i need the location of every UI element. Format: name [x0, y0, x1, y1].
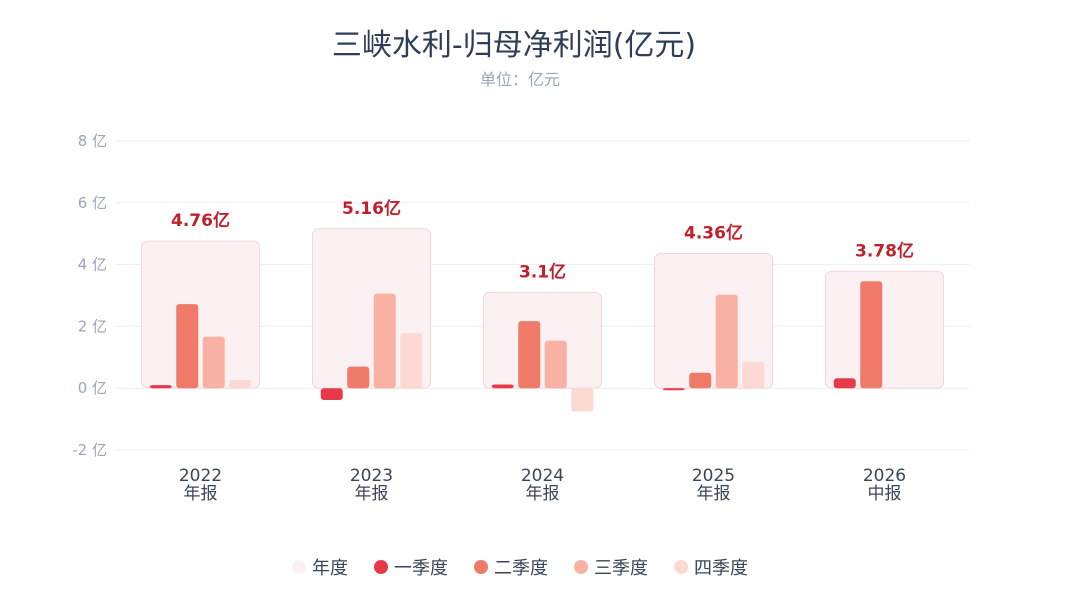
legend-q1-swatch: [374, 560, 388, 574]
x-tick-sublabel: 年报: [697, 484, 731, 504]
x-tick-label: 2023: [350, 466, 393, 486]
quarter-bar-q2: [347, 366, 370, 389]
legend-item-annual[interactable]: 年度: [292, 554, 348, 580]
y-tick-label: 4 亿: [78, 256, 107, 274]
x-tick-sublabel: 年报: [355, 484, 389, 504]
x-tick-label: 2026: [863, 466, 906, 486]
y-tick-label: 2 亿: [78, 317, 107, 335]
legend-item-q4[interactable]: 四季度: [674, 554, 748, 580]
quarter-bar-q1: [662, 388, 685, 391]
quarter-bar-q1: [149, 385, 172, 389]
legend-item-q3[interactable]: 三季度: [574, 554, 648, 580]
annual-total-label: 4.36亿: [684, 222, 743, 243]
annual-total-label: 3.78亿: [855, 240, 914, 261]
quarter-bar-q2: [860, 281, 883, 389]
x-tick-sublabel: 年报: [526, 484, 560, 504]
annual-bar: [483, 291, 602, 389]
annual-total-label: 5.16亿: [342, 198, 401, 219]
quarter-bar-q3: [544, 340, 567, 389]
legend-q3-swatch: [574, 560, 588, 574]
quarter-bar-q4: [229, 379, 252, 389]
annual-total-label: 4.76亿: [171, 210, 230, 231]
x-tick-sublabel: 中报: [868, 484, 902, 504]
quarter-bar-q1: [491, 384, 514, 389]
x-tick-label: 2025: [692, 466, 735, 486]
legend-q1-label: 一季度: [394, 558, 448, 579]
quarter-bar-q3: [202, 336, 225, 389]
legend-q2-swatch: [474, 560, 488, 574]
y-tick-label: 0 亿: [78, 379, 107, 397]
y-tick-label: -2 亿: [72, 441, 107, 459]
quarter-bar-q1: [833, 378, 856, 389]
legend-annual-label: 年度: [312, 558, 348, 579]
quarter-bar-q2: [518, 321, 541, 389]
y-tick-label: 8 亿: [78, 132, 107, 150]
legend-item-q1[interactable]: 一季度: [374, 554, 448, 580]
legend: 年度 一季度 二季度 三季度 四季度: [0, 554, 1040, 580]
legend-q3-label: 三季度: [594, 558, 648, 579]
legend-q2-label: 二季度: [494, 558, 548, 579]
y-tick-label: 6 亿: [78, 194, 107, 212]
legend-q4-label: 四季度: [694, 558, 748, 579]
chart-title: 三峡水利-归母净利润(亿元): [331, 28, 697, 63]
x-tick-label: 2022: [179, 466, 222, 486]
quarter-bar-q1: [320, 388, 343, 400]
chart-subtitle: 单位：亿元: [479, 70, 560, 89]
quarter-bar-q3: [715, 294, 738, 389]
annual-bar: [825, 270, 944, 389]
x-tick-sublabel: 年报: [184, 484, 218, 504]
annual-total-label: 3.1亿: [519, 261, 566, 282]
legend-q4-swatch: [674, 560, 688, 574]
annual-bar: [654, 252, 773, 389]
legend-item-q2[interactable]: 二季度: [474, 554, 548, 580]
quarter-bar-q4: [400, 333, 423, 389]
x-tick-label: 2024: [521, 466, 564, 486]
quarter-bar-q3: [373, 293, 396, 389]
quarter-bar-q2: [176, 304, 199, 389]
legend-annual-swatch: [292, 560, 306, 574]
quarter-bar-q2: [689, 372, 712, 389]
quarter-bar-q4: [571, 388, 594, 412]
quarter-bar-q4: [742, 361, 765, 389]
annual-bar: [141, 240, 260, 389]
